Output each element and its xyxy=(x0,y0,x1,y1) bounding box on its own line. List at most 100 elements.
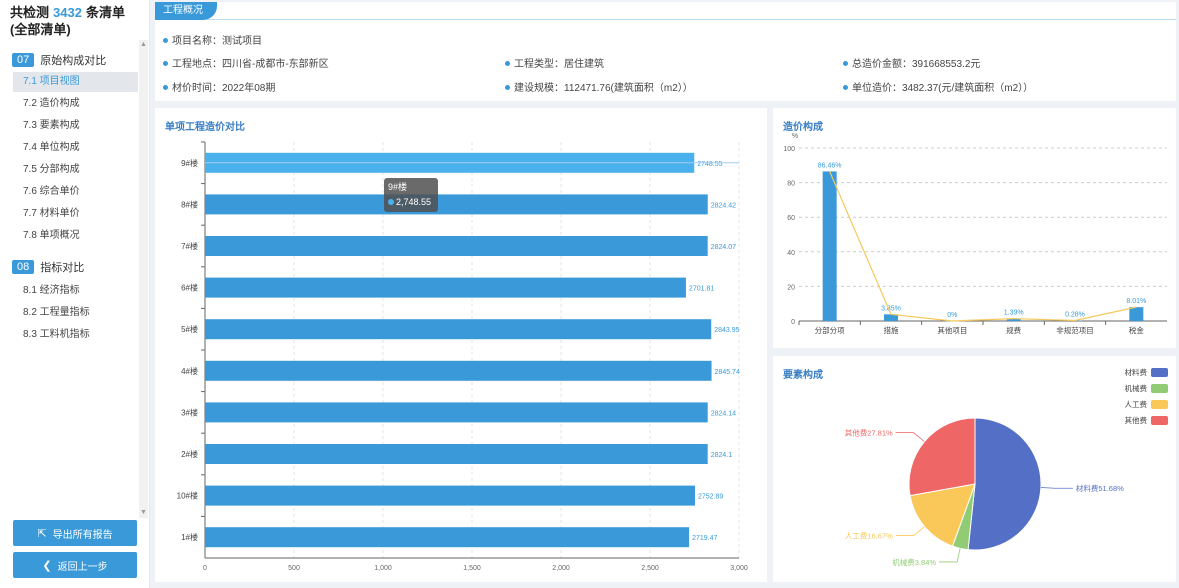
pie-slice xyxy=(909,483,976,547)
legend-swatch xyxy=(1151,400,1168,409)
leader-line xyxy=(1040,487,1073,489)
sidebar-group-07: 07 原始构成对比 xyxy=(12,51,106,69)
chart-title: 单项工程造价对比 xyxy=(165,122,245,133)
y-tick-label: 40 xyxy=(787,250,795,257)
y-tick-label: 6#楼 xyxy=(181,283,198,293)
pie-slice xyxy=(908,417,976,497)
x-tick-label: 2,000 xyxy=(552,565,570,572)
total-cost-text: 总造价金额：391668553.2元 xyxy=(852,59,981,70)
x-tick-label: 规费 xyxy=(1006,325,1021,335)
y-tick-label: 20 xyxy=(787,284,795,291)
leader-line xyxy=(895,432,925,442)
y-tick-label: 60 xyxy=(787,215,795,222)
sidebar-item-labor-material-index[interactable]: 8.3 工料机指标 xyxy=(23,329,90,340)
location-field: 工程地点：四川省-成都市-东部新区 xyxy=(163,55,329,70)
back-button[interactable]: ❮ 返回上一步 xyxy=(13,552,137,578)
y-tick-label: 7#楼 xyxy=(181,241,198,251)
chart-title: 造价构成 xyxy=(783,122,823,133)
data-label: 1.39% xyxy=(1004,310,1024,317)
scale-field: 建设规模：112471.76(建筑面积（m2）） xyxy=(505,79,693,94)
bar xyxy=(1129,307,1144,321)
y-tick-label: 3#楼 xyxy=(181,407,198,417)
sidebar-scrollbar[interactable]: ▲ ▼ xyxy=(139,40,148,518)
sidebar-item-composite-price[interactable]: 7.6 综合单价 xyxy=(23,186,80,197)
y-tick-label: 10#楼 xyxy=(177,491,198,501)
data-label: 8.01% xyxy=(1126,298,1146,305)
data-label: 2824.1 xyxy=(711,452,733,459)
sidebar-item-cost-composition[interactable]: 7.2 造价构成 xyxy=(23,98,80,109)
divider xyxy=(155,19,1176,20)
header-count: 3432 xyxy=(53,5,82,20)
sidebar-item-unit-composition[interactable]: 7.4 单位构成 xyxy=(23,142,80,153)
overview-tab[interactable]: 工程概况 xyxy=(155,2,217,20)
group-badge: 07 xyxy=(12,53,35,67)
pie-slice xyxy=(967,417,1042,551)
x-tick-label: 分部分项 xyxy=(815,325,845,335)
bullet-icon xyxy=(163,84,168,90)
bar xyxy=(205,236,708,256)
sidebar-item-material-price[interactable]: 7.7 材料单价 xyxy=(23,208,80,219)
scroll-up-icon[interactable]: ▲ xyxy=(140,41,147,48)
single-project-cost-panel: 单项工程造价对比 0 500 1,000 1,500 2,000 2,500 3,000 9#… xyxy=(155,108,767,582)
bar xyxy=(822,171,837,321)
slice-label: 材料费51.68% xyxy=(1076,483,1124,493)
data-label: 2748.55 xyxy=(697,161,722,168)
bar xyxy=(205,360,712,381)
y-tick-label: 0 xyxy=(791,319,795,326)
data-label: 2845.74 xyxy=(715,369,740,376)
legend-swatch xyxy=(1151,368,1168,377)
y-tick-label: 100 xyxy=(783,146,795,153)
bullet-icon xyxy=(163,37,168,43)
chevron-left-icon: ❮ xyxy=(42,559,52,572)
data-label: 3.85% xyxy=(881,305,901,312)
scroll-down-icon[interactable]: ▼ xyxy=(140,509,147,516)
sidebar-item-quantity-index[interactable]: 8.2 工程量指标 xyxy=(23,307,90,318)
tooltip-value: 2,748.55 xyxy=(396,197,431,207)
x-tick-label: 500 xyxy=(288,565,300,572)
sidebar-item-single-overview[interactable]: 7.8 单项概况 xyxy=(23,230,80,241)
bullet-icon xyxy=(843,84,848,90)
x-tick-label: 税金 xyxy=(1129,325,1144,335)
y-tick-label: 9#楼 xyxy=(181,158,198,168)
tooltip-bg xyxy=(384,178,438,212)
unit-cost-field: 单位造价：3482.37(元/建筑面积（m2）） xyxy=(843,79,1033,94)
export-all-reports-button[interactable]: ⇱ 导出所有报告 xyxy=(13,520,137,546)
header-sub: (全部清单) xyxy=(10,22,71,37)
sidebar-item-economic-index[interactable]: 8.1 经济指标 xyxy=(23,285,80,296)
tooltip-category: 9#楼 xyxy=(388,181,407,192)
sidebar-item-division-composition[interactable]: 7.5 分部构成 xyxy=(23,164,80,175)
y-tick-label: 2#楼 xyxy=(181,449,198,459)
group-title: 原始构成对比 xyxy=(40,55,107,67)
element-composition-panel: 要素构成 材料费51.68% 机械费3.84% 人工费16.67% 其他费27.81%… xyxy=(773,356,1176,582)
tooltip-marker xyxy=(388,199,394,205)
project-name-text: 项目名称：测试项目 xyxy=(172,36,262,47)
x-tick-label: 非规范项目 xyxy=(1056,325,1094,335)
legend-swatch xyxy=(1151,416,1168,425)
bar xyxy=(205,485,696,506)
legend-label: 其他费 xyxy=(1125,415,1148,425)
x-tick-label: 措施 xyxy=(884,325,899,335)
y-tick-label: 4#楼 xyxy=(181,366,198,376)
y-tick-label: 5#楼 xyxy=(181,324,198,334)
bullet-icon xyxy=(505,60,510,66)
bar xyxy=(205,444,708,464)
project-name-field: 项目名称：测试项目 xyxy=(163,32,262,47)
price-time-field: 材价时间：2022年08期 xyxy=(163,79,275,94)
data-label: 0.28% xyxy=(1065,312,1085,319)
cost-composition-panel: 造价构成 % 0 20 40 60 80 100 86.46% 分部分项 3.85% 措施 0% 其他项… xyxy=(773,108,1176,348)
leader-line xyxy=(939,548,961,563)
sidebar-item-project-view[interactable]: 7.1 项目视图 xyxy=(13,72,138,92)
data-label: 2752.89 xyxy=(698,494,723,501)
bar xyxy=(1006,318,1021,321)
data-label: 2824.14 xyxy=(711,410,736,417)
sidebar-item-element-composition[interactable]: 7.3 要素构成 xyxy=(23,120,80,131)
y-tick-label: 80 xyxy=(787,181,795,188)
x-tick-label: 其他项目 xyxy=(937,325,967,335)
y-axis-unit: % xyxy=(792,133,798,140)
bullet-icon xyxy=(163,60,168,66)
bar xyxy=(884,314,898,321)
data-label: 86.46% xyxy=(818,162,842,169)
single-project-bar-chart: 0 500 1,000 1,500 2,000 2,500 3,000 9#楼 2748.55 8… xyxy=(177,141,748,572)
export-icon: ⇱ xyxy=(37,527,47,540)
export-label: 导出所有报告 xyxy=(52,529,113,541)
